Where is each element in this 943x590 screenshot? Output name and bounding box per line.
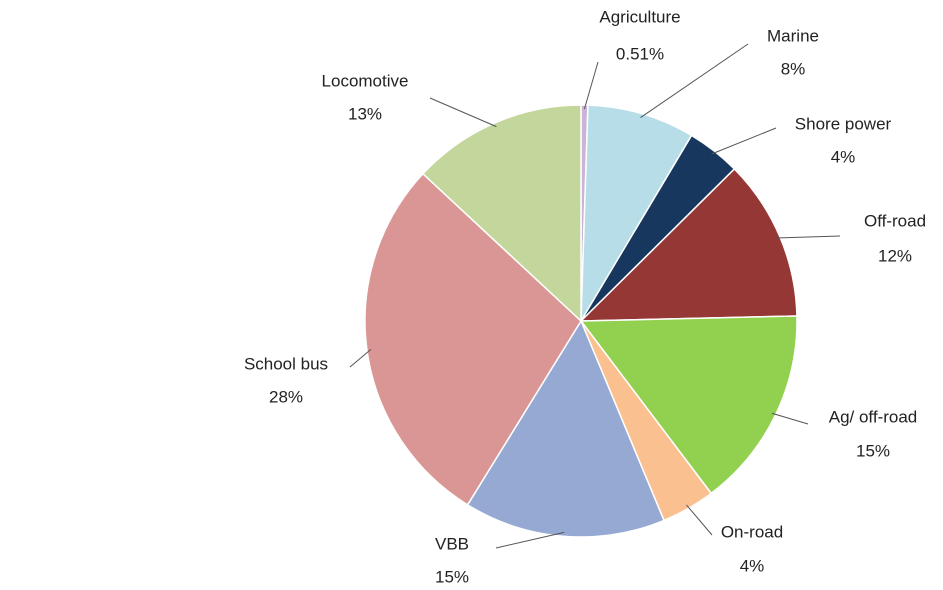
pie-slice [580,104,693,322]
slice-label: Shore power [795,114,892,133]
leader-line [771,412,809,425]
leader-line [495,531,565,549]
slice-value-label: 15% [856,441,890,460]
pie-slice [421,104,582,323]
pie-slice [466,319,665,538]
leader-line [686,504,713,536]
slice-value-label: 12% [878,246,912,265]
leader-line [776,235,841,239]
slice-label: Agriculture [599,7,680,26]
slice-value-label: 8% [781,59,806,78]
slice-label: VBB [435,534,469,553]
slice-value-label: 0.51% [616,44,664,63]
leader-line [429,97,497,128]
slice-label: School bus [244,354,328,373]
pie-slice [579,167,798,322]
slice-label: Marine [767,26,819,45]
leader-line [349,348,372,368]
pie-slice [579,315,798,495]
slice-value-label: 4% [740,556,765,575]
pie-slice [364,172,582,506]
slice-label: On-road [721,522,783,541]
leader-line [640,43,749,118]
slice-value-label: 4% [831,147,856,166]
slice-value-label: 15% [435,567,469,586]
slice-label: Locomotive [322,71,409,90]
slice-label: Off-road [864,211,926,230]
leader-line [583,61,599,110]
slice-label: Ag/ off-road [829,407,918,426]
slice-value-label: 13% [348,104,382,123]
leader-line [711,127,777,155]
slice-value-label: 28% [269,387,303,406]
